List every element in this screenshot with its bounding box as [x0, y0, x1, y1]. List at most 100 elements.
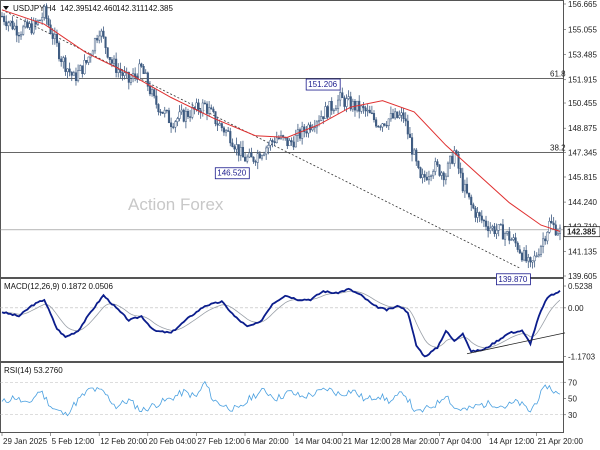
- candle-body-74: [157, 104, 160, 113]
- candle-body-135: [286, 137, 289, 147]
- price-layer: 61.8 38.2 151.206 146.520 139.870: [0, 3, 566, 286]
- candle-body-246: [520, 252, 524, 261]
- candle-body-156: [330, 101, 333, 111]
- candle-body-165: [349, 96, 352, 110]
- candle-body-36: [77, 70, 80, 81]
- candle-body-98: [208, 107, 211, 114]
- x-tick-label-4: 27 Feb 12:00: [197, 437, 245, 446]
- candle-body-239: [506, 231, 509, 234]
- candle-body-48: [102, 30, 105, 38]
- candle-body-193: [408, 133, 411, 138]
- candle-body-209: [442, 172, 445, 181]
- candle-body-99: [210, 107, 213, 110]
- candle-body-14: [30, 23, 33, 34]
- candle-body-79: [167, 110, 171, 124]
- candle-body-27: [58, 42, 61, 60]
- candle-body-4: [9, 20, 12, 24]
- candle-body-114: [241, 147, 245, 158]
- current-price-box: [563, 226, 600, 238]
- macd-trendline: [466, 332, 566, 355]
- candle-body-256: [542, 238, 545, 247]
- candle-body-174: [368, 109, 371, 114]
- candle-body-219: [463, 183, 466, 192]
- candle-body-205: [434, 161, 437, 172]
- candle-body-150: [317, 120, 321, 123]
- candle-body-3: [7, 22, 10, 27]
- candle-body-230: [487, 226, 490, 232]
- collapse-triangle-icon[interactable]: [3, 6, 9, 10]
- candle-body-253: [535, 255, 538, 257]
- price-tick-label-0: 156.665: [568, 0, 597, 9]
- candle-body-108: [229, 131, 232, 144]
- candle-body-215: [455, 150, 458, 155]
- candle-body-82: [174, 121, 177, 128]
- candle-body-88: [186, 110, 190, 117]
- candle-body-229: [484, 220, 488, 227]
- candle-body-228: [482, 219, 485, 222]
- annotation-text-1: 146.520: [217, 169, 246, 178]
- candle-body-31: [66, 68, 69, 72]
- candle-body-52: [110, 59, 113, 64]
- candle-body-194: [410, 137, 414, 155]
- candle-body-153: [324, 106, 327, 119]
- annotation-box-2: [496, 273, 531, 286]
- candle-body-81: [172, 126, 175, 128]
- candle-body-35: [74, 72, 78, 81]
- open-value: 142.395: [60, 4, 89, 13]
- candle-body-45: [96, 38, 99, 41]
- candle-body-231: [489, 227, 492, 232]
- candle-body-247: [523, 250, 526, 261]
- candle-body-116: [246, 156, 249, 162]
- candle-body-223: [472, 204, 475, 209]
- candle-body-13: [28, 23, 31, 28]
- candle-body-235: [497, 224, 500, 231]
- candle-body-30: [64, 57, 67, 72]
- candle-body-208: [440, 172, 443, 176]
- candle-body-53: [112, 58, 116, 64]
- candle-body-158: [334, 108, 338, 111]
- candle-body-248: [525, 250, 528, 262]
- candle-body-2: [5, 21, 8, 27]
- candle-body-204: [432, 171, 435, 177]
- candle-body-15: [32, 20, 35, 34]
- rsi-label: RSI(14) 53.2760: [4, 366, 63, 375]
- candle-body-7: [15, 25, 18, 36]
- candle-body-232: [491, 226, 494, 229]
- candle-body-227: [480, 215, 483, 221]
- candle-body-259: [548, 220, 551, 233]
- price-tick-label-5: 148.875: [568, 124, 597, 133]
- candle-body-39: [83, 60, 86, 74]
- candle-body-0: [0, 15, 4, 18]
- candle-body-187: [396, 111, 399, 118]
- candle-body-25: [53, 33, 56, 39]
- x-tick-label-10: 14 Apr 12:00: [489, 437, 535, 446]
- candle-body-138: [292, 141, 295, 148]
- candle-body-191: [404, 118, 407, 122]
- fib-label-1: 38.2: [550, 144, 566, 153]
- candle-body-38: [81, 65, 84, 74]
- candle-body-251: [531, 260, 534, 263]
- candle-body-179: [379, 126, 382, 128]
- current-price-label: 142.385: [567, 228, 596, 237]
- candle-body-224: [474, 207, 477, 218]
- candle-body-83: [176, 118, 179, 122]
- fib-label-0: 61.8: [550, 69, 566, 78]
- candle-body-68: [144, 72, 147, 74]
- x-tick-label-2: 12 Feb 20:00: [100, 437, 148, 446]
- candle-body-148: [313, 126, 316, 129]
- price-tick-label-4: 150.455: [568, 99, 597, 108]
- price-pane-frame: [0, 0, 564, 278]
- candle-body-164: [347, 96, 350, 99]
- candle-body-55: [117, 69, 120, 73]
- candle-body-217: [459, 168, 462, 174]
- candle-body-89: [189, 116, 192, 118]
- price-tick-label-2: 153.485: [568, 51, 597, 60]
- candle-body-129: [273, 141, 276, 143]
- candle-body-102: [216, 123, 219, 126]
- x-tick-label-6: 14 Mar 04:00: [295, 437, 343, 446]
- candle-body-111: [235, 144, 238, 150]
- price-tick-label-1: 155.055: [568, 26, 597, 35]
- candle-body-152: [322, 116, 325, 119]
